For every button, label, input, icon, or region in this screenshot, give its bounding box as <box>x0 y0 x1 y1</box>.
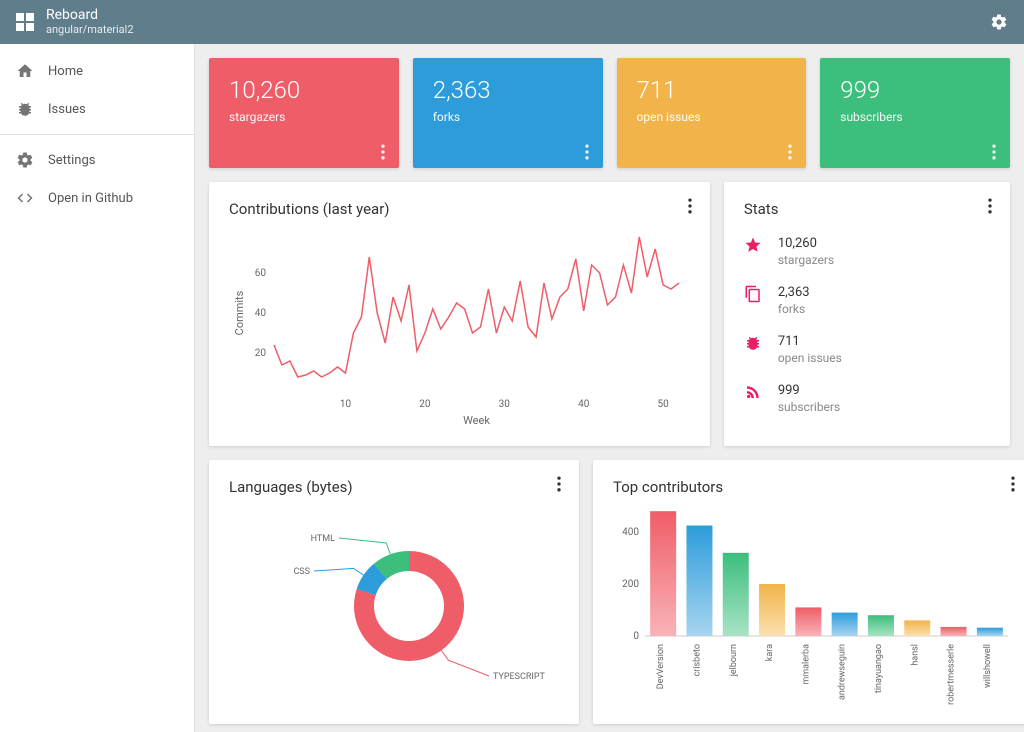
metric-card-stargazers: 10,260 stargazers <box>209 58 399 168</box>
svg-text:hansl: hansl <box>910 644 920 666</box>
contributors-title: Top contributors <box>613 478 1013 496</box>
more-icon[interactable] <box>577 142 597 162</box>
sidebar-item-home[interactable]: Home <box>0 52 194 90</box>
more-icon[interactable] <box>980 196 1000 216</box>
metric-card-open-issues: 711 open issues <box>617 58 807 168</box>
metric-card-forks: 2,363 forks <box>413 58 603 168</box>
sidebar-item-open-in-github[interactable]: Open in Github <box>0 179 194 217</box>
stat-value: 711 <box>778 334 842 349</box>
sidebar-item-label: Open in Github <box>48 191 133 206</box>
stat-item-forks: 2,363 forks <box>744 285 990 316</box>
contributors-chart: 0 200 400 DevVersion crisbeto jelbourn kara mma… <box>613 496 1013 706</box>
metric-value: 2,363 <box>433 76 583 104</box>
svg-text:mmalerba: mmalerba <box>801 644 811 685</box>
bug-icon <box>744 334 762 352</box>
svg-text:20: 20 <box>255 348 267 359</box>
stats-title: Stats <box>744 200 990 218</box>
settings-icon[interactable] <box>990 13 1008 31</box>
svg-text:50: 50 <box>657 399 669 410</box>
stats-card: Stats 10,260 stargazers 2,363 forks 711 ope… <box>724 182 1010 446</box>
metric-card-subscribers: 999 subscribers <box>820 58 1010 168</box>
svg-text:DevVersion: DevVersion <box>656 644 666 689</box>
svg-text:crisbeto: crisbeto <box>692 644 702 676</box>
svg-text:willshowell: willshowell <box>983 644 993 688</box>
code-icon <box>16 189 34 207</box>
contributions-title: Contributions (last year) <box>229 200 690 218</box>
contributions-chart: 20 40 60 10 20 30 40 50 Week Commits <box>229 218 689 428</box>
svg-text:kara: kara <box>765 644 775 661</box>
app-subtitle: angular/material2 <box>46 24 134 36</box>
languages-chart: TYPESCRIPT CSS HTML <box>229 496 559 706</box>
languages-title: Languages (bytes) <box>229 478 559 496</box>
stat-value: 2,363 <box>778 285 810 300</box>
bug-icon <box>16 100 34 118</box>
sidebar-item-settings[interactable]: Settings <box>0 141 194 179</box>
svg-text:40: 40 <box>255 308 267 319</box>
svg-text:tinayuangao: tinayuangao <box>874 644 884 693</box>
svg-text:400: 400 <box>622 527 639 538</box>
contributors-card: Top contributors 0 200 400 DevVersion crisbe… <box>593 460 1024 724</box>
more-icon[interactable] <box>373 142 393 162</box>
sidebar-item-label: Settings <box>48 153 95 168</box>
sidebar-item-label: Issues <box>48 102 86 117</box>
svg-text:20: 20 <box>419 399 431 410</box>
svg-text:robertmesserle: robertmesserle <box>947 644 957 705</box>
sidebar-item-issues[interactable]: Issues <box>0 90 194 128</box>
metric-label: forks <box>433 110 583 124</box>
stat-item-stargazers: 10,260 stargazers <box>744 236 990 267</box>
metric-value: 711 <box>637 76 787 104</box>
languages-card: Languages (bytes) TYPESCRIPT CSS HTML <box>209 460 579 724</box>
star-icon <box>744 236 762 254</box>
copy-icon <box>744 285 762 303</box>
svg-text:Commits: Commits <box>233 290 246 335</box>
svg-text:andrewseguin: andrewseguin <box>838 644 848 700</box>
stat-label: forks <box>778 302 810 316</box>
more-icon[interactable] <box>549 474 569 494</box>
app-logo-icon <box>16 13 34 31</box>
gear-icon <box>16 151 34 169</box>
metric-value: 10,260 <box>229 76 379 104</box>
contributions-card: Contributions (last year) 20 40 60 10 20 30 40… <box>209 182 710 446</box>
stat-item-subscribers: 999 subscribers <box>744 383 990 414</box>
stat-value: 10,260 <box>778 236 834 251</box>
svg-text:40: 40 <box>578 399 590 410</box>
stat-item-open-issues: 711 open issues <box>744 334 990 365</box>
svg-text:10: 10 <box>340 399 352 410</box>
top-bar: Reboard angular/material2 <box>0 0 1024 44</box>
svg-text:TYPESCRIPT: TYPESCRIPT <box>493 672 546 682</box>
sidebar: Home Issues Settings Open in Github <box>0 44 195 732</box>
metric-label: open issues <box>637 110 787 124</box>
app-title: Reboard <box>46 8 134 23</box>
more-icon[interactable] <box>1003 474 1023 494</box>
svg-text:30: 30 <box>499 399 511 410</box>
more-icon[interactable] <box>780 142 800 162</box>
svg-text:0: 0 <box>633 631 639 642</box>
sidebar-item-label: Home <box>48 64 83 79</box>
metric-value: 999 <box>840 76 990 104</box>
svg-text:Week: Week <box>463 414 490 427</box>
home-icon <box>16 62 34 80</box>
more-icon[interactable] <box>680 196 700 216</box>
stat-label: stargazers <box>778 253 834 267</box>
svg-text:60: 60 <box>255 268 267 279</box>
svg-text:CSS: CSS <box>293 567 310 577</box>
svg-text:HTML: HTML <box>311 534 336 544</box>
stat-label: open issues <box>778 351 842 365</box>
svg-text:200: 200 <box>622 579 639 590</box>
stat-value: 999 <box>778 383 840 398</box>
stat-label: subscribers <box>778 400 840 414</box>
metric-label: stargazers <box>229 110 379 124</box>
more-icon[interactable] <box>984 142 1004 162</box>
rss-icon <box>744 383 762 401</box>
main-content: 10,260 stargazers 2,363 forks 711 open i… <box>195 44 1024 732</box>
svg-text:jelbourn: jelbourn <box>729 644 739 677</box>
metric-label: subscribers <box>840 110 990 124</box>
